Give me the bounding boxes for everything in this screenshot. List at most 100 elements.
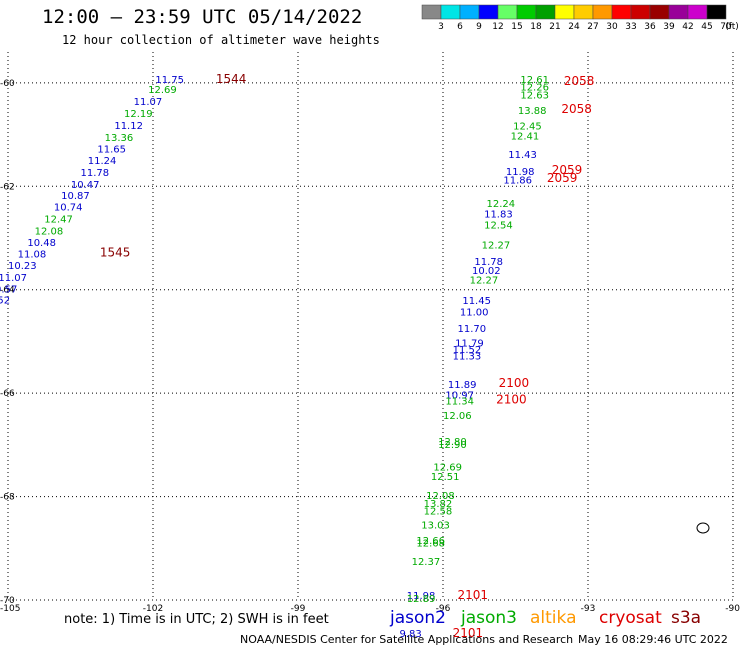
colorbar-swatch xyxy=(611,4,632,20)
colorbar-swatch xyxy=(421,4,442,20)
y-tick-label: -60 xyxy=(0,79,15,89)
legend-jason2: jason2 xyxy=(390,608,446,628)
swh-point-label: 11.86 xyxy=(503,176,532,187)
y-tick-label: -64 xyxy=(0,286,15,296)
swh-point-label: 10.47 xyxy=(71,180,100,191)
swh-point-label: 9.83 xyxy=(400,629,422,640)
swh-point-label: 11.33 xyxy=(453,352,482,363)
swh-point-label: 12.90 xyxy=(438,440,467,451)
pass-time-label: 2059 xyxy=(552,163,583,177)
pass-time-label: 2100 xyxy=(496,392,527,406)
colorbar-swatch xyxy=(516,4,537,20)
colorbar-swatch xyxy=(497,4,518,20)
swh-point-label: 11.12 xyxy=(114,121,143,132)
swh-point-label: 10.52 xyxy=(0,296,10,307)
colorbar-swatch xyxy=(687,4,708,20)
pass-time-label: 2101 xyxy=(453,626,484,640)
colorbar-label: 27 xyxy=(587,22,598,32)
colorbar-label: 6 xyxy=(457,22,463,32)
swh-point-label: 13.36 xyxy=(105,133,134,144)
swh-point-label: 11.98 xyxy=(407,591,436,602)
footer-credit: NOAA/NESDIS Center for Satellite Applica… xyxy=(240,633,574,646)
colorbar-label: 30 xyxy=(606,22,618,32)
swh-point-label: 10.87 xyxy=(61,191,90,202)
page-title: 12:00 – 23:59 UTC 05/14/2022 xyxy=(42,6,363,28)
swh-point-label: 13.82 xyxy=(424,499,453,510)
colorbar-label: 70 xyxy=(720,22,732,32)
swh-point-label: 10.23 xyxy=(8,261,37,272)
grid xyxy=(7,52,734,601)
swh-point-label: 12.61 xyxy=(520,75,549,86)
x-tick-label: -96 xyxy=(436,604,451,614)
swh-point-label: 12.68 xyxy=(416,539,445,550)
swh-point-label: 13.88 xyxy=(518,106,547,117)
swh-point-label: 11.45 xyxy=(462,296,491,307)
colorbar-swatch xyxy=(649,4,670,20)
swh-point-label: 12.26 xyxy=(520,83,549,94)
footer-timestamp: May 16 08:29:46 UTC 2022 xyxy=(578,633,728,646)
pass-time-label: 1544 xyxy=(216,72,247,86)
swh-point-label: 11.24 xyxy=(88,156,117,167)
y-tick-label: -62 xyxy=(0,182,15,192)
colorbar-swatch xyxy=(573,4,594,20)
colorbar-label: 39 xyxy=(663,22,675,32)
x-tick-label: -99 xyxy=(291,604,306,614)
colorbar-label: 9 xyxy=(476,22,482,32)
pass-time-label: 2058 xyxy=(561,102,592,116)
swh-point-label: 12.54 xyxy=(484,221,513,232)
x-tick-label: -93 xyxy=(581,604,596,614)
colorbar-label: 45 xyxy=(701,22,712,32)
swh-point-label: 11.07 xyxy=(0,273,27,284)
colorbar-swatch xyxy=(630,4,651,20)
x-tick-label: -102 xyxy=(143,604,163,614)
swh-point-label: 11.34 xyxy=(445,397,474,408)
pass-time-label: 2058 xyxy=(564,74,595,88)
colorbar-swatch xyxy=(478,4,499,20)
swh-point-label: 12.08 xyxy=(35,226,64,237)
swh-point-label: 11.07 xyxy=(134,97,163,108)
y-tick-label: -68 xyxy=(0,493,15,503)
swh-point-label: 11.83 xyxy=(484,209,513,220)
colorbar-swatch xyxy=(668,4,689,20)
swh-point-label: 11.78 xyxy=(474,257,503,268)
swh-point-label: 12.24 xyxy=(487,199,516,210)
colorbar-label: 15 xyxy=(511,22,522,32)
colorbar-label: (ft) xyxy=(725,22,739,32)
swh-point-label: 12.63 xyxy=(520,90,549,101)
y-tick-label: -70 xyxy=(0,596,15,606)
swh-point-label: 12.47 xyxy=(44,214,73,225)
colorbar-label: 3 xyxy=(438,22,444,32)
legend-s3a: s3a xyxy=(671,608,702,628)
footer-note: note: 1) Time is in UTC; 2) SWH is in fe… xyxy=(64,612,329,627)
legend-cryosat: cryosat xyxy=(599,608,662,628)
swh-point-label: 11.52 xyxy=(453,345,482,356)
swh-point-label: 11.65 xyxy=(97,145,126,156)
legend-altika: altika xyxy=(530,608,577,628)
swh-point-label: 12.58 xyxy=(424,507,453,518)
swh-point-label: 12.08 xyxy=(426,491,455,502)
swh-point-label: 12.45 xyxy=(513,121,542,132)
colorbar-label: 42 xyxy=(682,22,693,32)
swh-point-label: 12.66 xyxy=(416,536,445,547)
pass-time-label: 1545 xyxy=(100,246,131,260)
swh-point-label: 12.06 xyxy=(443,411,472,422)
island-outline xyxy=(696,522,710,534)
colorbar-label: 33 xyxy=(625,22,636,32)
colorbar-swatch xyxy=(459,4,480,20)
x-tick-label: -105 xyxy=(0,604,20,614)
swh-point-label: 13.03 xyxy=(421,521,450,532)
swh-point-label: 11.75 xyxy=(155,75,184,86)
colorbar-label: 12 xyxy=(492,22,503,32)
swh-point-label: 10.74 xyxy=(54,203,83,214)
swh-point-label: 11.70 xyxy=(458,324,487,335)
colorbar-swatch xyxy=(440,4,461,20)
swh-point-label: 11.78 xyxy=(81,168,110,179)
colorbar-label: 24 xyxy=(568,22,580,32)
swh-points: 11.7512.6911.0712.1911.1213.3611.6511.24… xyxy=(0,75,549,640)
colorbar-swatch xyxy=(592,4,613,20)
colorbar-swatch xyxy=(706,4,727,20)
swh-point-label: 11.79 xyxy=(455,339,484,350)
swh-point-label: 12.51 xyxy=(431,472,460,483)
swh-point-label: 10.97 xyxy=(445,390,474,401)
